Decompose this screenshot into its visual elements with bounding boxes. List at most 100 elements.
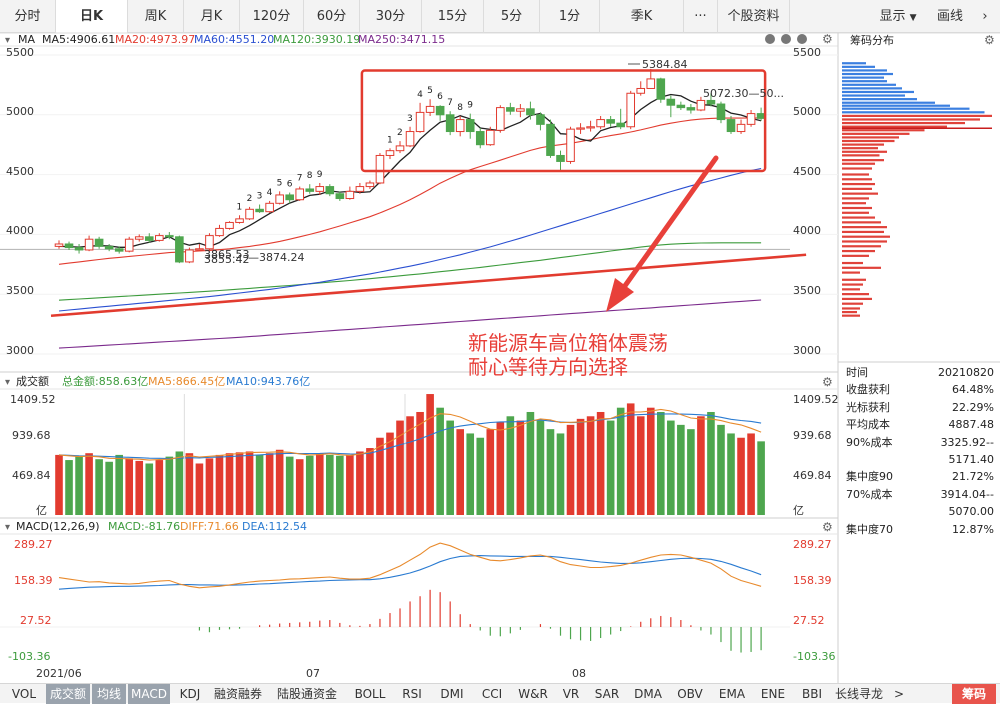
volume-bar [406,416,414,515]
tab-30min[interactable]: 30分 [360,0,422,33]
candle-body [485,129,495,146]
candle-body [104,245,114,250]
tab-monthly-k[interactable]: 月K [184,0,240,33]
chip-bar [842,150,887,153]
indicator-tab[interactable]: 均线 [92,684,126,704]
minus-icon[interactable] [765,34,775,44]
tab-stock-profile[interactable]: 个股资料 [718,0,790,33]
gear-icon[interactable]: ⚙ [984,33,995,47]
chip-bar [842,147,878,150]
plus-icon[interactable] [781,34,791,44]
tab-120min[interactable]: 120分 [240,0,304,33]
volume-bar [516,420,525,515]
info-key: 光标获利 [846,400,890,414]
tab-quarterly-k[interactable]: 季K [600,0,684,33]
macd-tick: 289.27 [14,538,53,551]
macd-chart [0,542,790,653]
indicator-tab[interactable]: W&R [518,687,548,701]
volume-bar [546,429,555,515]
chip-bar [842,111,985,114]
candle-body [124,238,134,252]
tab-1min[interactable]: 1分 [540,0,600,33]
chip-bar [842,114,992,117]
indicator-tab[interactable]: CCI [481,687,503,701]
collapse-icon[interactable]: ▾ [5,35,10,46]
vol-tick: 469.84 [793,469,832,482]
chip-bar [842,162,875,165]
chip-bar [842,235,890,238]
chip-bar [842,278,866,281]
chart-area[interactable]: MA MA5:4906.61 MA20:4973.97 MA60:4551.20… [0,0,1000,683]
indicator-tab[interactable]: 长线寻龙 [834,687,883,701]
macd-panel-title: MACD(12,26,9) [16,520,100,533]
candle-body [355,186,365,192]
volume-bar [496,422,505,515]
candle-body [205,235,214,250]
main-panel-name: MA [18,33,35,46]
tab-daily-k[interactable]: 日K [56,0,128,33]
candle-body [175,236,184,263]
info-value: 5171.40 [948,452,995,466]
gear-icon[interactable]: ⚙ [822,520,833,534]
candle-body [144,236,154,241]
chip-bar [842,136,899,139]
tab-5min[interactable]: 5分 [484,0,540,33]
candle-body [716,103,726,121]
volume-bar [85,453,93,515]
indicator-tab[interactable]: 陆股通资金 [276,687,337,701]
volume-bar [526,411,535,515]
indicator-tab[interactable]: 融资融券 [213,687,262,701]
macd-legend-macd: MACD:-81.76 [108,520,180,533]
panel-frames [0,32,1000,683]
indicator-tab[interactable]: DMA [634,687,662,701]
chip-bar [842,94,905,97]
td-count-label: 4 [267,188,273,198]
draw-line-button[interactable]: 画线 [936,9,963,24]
chip-bar [842,98,917,101]
indicator-tab[interactable]: ENE [760,687,786,701]
candle-body [225,221,234,229]
chip-bar [842,121,965,125]
chevron-right-icon[interactable]: › [982,9,988,24]
indicator-tab[interactable]: VR [562,687,580,701]
tab-60min[interactable]: 60分 [304,0,360,33]
indicator-tab[interactable]: BBI [801,687,822,701]
collapse-icon[interactable]: ▾ [5,377,10,388]
chip-bar [842,139,895,143]
indicator-tab[interactable]: RSI [402,687,422,701]
chip-bar [842,226,887,229]
indicator-tab[interactable]: DMI [440,687,464,701]
display-menu[interactable]: 显示 ▼ [866,0,930,33]
volume-bar [125,458,134,515]
volume-bar [336,455,344,515]
indicator-tab[interactable]: VOL [11,687,37,701]
tab-fenshi[interactable]: 分时 [0,0,56,33]
indicator-tab[interactable]: EMA [718,687,746,701]
indicator-tab[interactable]: MACD [128,684,170,704]
chip-bar [842,87,902,90]
macd-tick: 158.39 [793,574,832,587]
tab-weekly-k[interactable]: 周K [128,0,184,33]
gear-icon[interactable]: ⚙ [822,375,833,389]
candle-body [736,123,746,133]
candle-body [656,78,666,100]
info-value: 3325.92-- [940,435,994,449]
close-icon[interactable] [797,34,807,44]
indicator-tab[interactable]: SAR [594,687,620,701]
chips-button[interactable]: 筹码 [952,684,996,704]
td-count-label: 1 [237,202,243,212]
indicator-tab[interactable]: 成交额 [46,684,90,704]
indicator-tab[interactable]: > [893,687,905,701]
tab-15min[interactable]: 15分 [422,0,484,33]
indicator-tab[interactable]: OBV [677,687,703,701]
indicator-tab[interactable]: BOLL [354,687,386,701]
indicator-tab[interactable]: KDJ [179,687,201,701]
volume-bar [476,437,485,515]
tab-more[interactable]: ··· [684,0,718,33]
candle-body [134,236,144,240]
candle-body [616,122,625,128]
candle-body [606,119,615,124]
ma-legend-5: MA5:4906.61 [42,33,115,46]
collapse-icon[interactable]: ▾ [5,522,10,533]
gear-icon[interactable]: ⚙ [822,32,833,46]
